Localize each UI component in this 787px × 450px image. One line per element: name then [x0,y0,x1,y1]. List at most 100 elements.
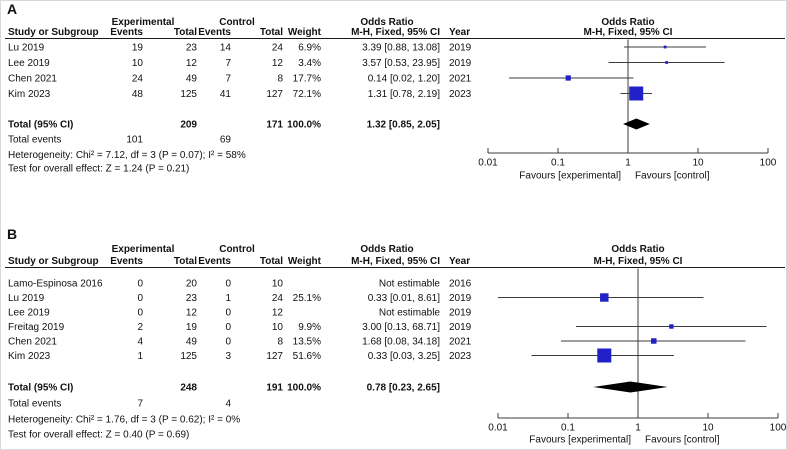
weight-value: 13.5% [293,337,321,348]
column-group-control: Control [219,17,255,28]
pooled-diamond [593,381,668,393]
year-value: 2021 [449,337,472,348]
total-events-exp: 7 [137,399,143,410]
axis-tick-label: 10 [692,158,704,169]
favours-left-label: Favours [experimental] [529,435,631,446]
total-events-label: Total events [8,135,61,146]
exp-events-value: 1 [137,351,143,362]
column-header-exp-total: Total [174,256,197,267]
ctrl-events-value: 7 [225,58,231,69]
exp-events-value: 48 [132,89,144,100]
column-header-ctrl-total: Total [260,256,283,267]
exp-events-value: 19 [132,43,144,54]
plot-header-odds-ratio: Odds Ratio [601,17,654,28]
ctrl-events-value: 3 [225,351,231,362]
study-name: Chen 2021 [8,337,57,348]
exp-events-value: 4 [137,337,143,348]
total-or-ci: 0.78 [0.23, 2.65] [367,383,440,394]
year-value: 2023 [449,351,472,362]
year-value: 2019 [449,322,472,333]
column-header-weight: Weight [288,27,322,38]
exp-events-value: 0 [137,293,143,304]
axis-tick-label: 100 [770,423,787,434]
ctrl-total-value: 10 [272,322,284,333]
exp-total-value: 23 [186,43,198,54]
exp-total-value: 20 [186,279,198,290]
exp-events-value: 0 [137,279,143,290]
ctrl-total-value: 24 [272,293,284,304]
exp-total-value: 49 [186,74,198,85]
effect-marker [565,75,571,81]
column-group-experimental: Experimental [112,244,175,255]
exp-events-value: 2 [137,322,143,333]
ctrl-events-value: 7 [225,74,231,85]
ctrl-total-value: 12 [272,58,284,69]
study-name: Lu 2019 [8,293,45,304]
column-header-ctrl-total: Total [260,27,283,38]
ctrl-total-value: 8 [277,74,283,85]
year-value: 2019 [449,308,472,319]
effect-marker [665,61,669,64]
exp-events-value: 10 [132,58,144,69]
study-name: Kim 2023 [8,89,51,100]
weight-value: 51.6% [293,351,321,362]
effect-marker [600,293,609,302]
total-exp-total: 248 [180,383,197,394]
exp-total-value: 23 [186,293,198,304]
ctrl-total-value: 127 [266,351,283,362]
total-ctrl-total: 191 [266,383,283,394]
ctrl-total-value: 24 [272,43,284,54]
total-events-ctrl: 69 [220,135,232,146]
or-ci-value: 0.33 [0.01, 8.61] [368,293,441,304]
total-row-label: Total (95% CI) [8,383,73,394]
favours-left-label: Favours [experimental] [519,171,621,182]
exp-total-value: 12 [186,58,198,69]
effect-marker [663,45,667,49]
column-group-odds-ratio: Odds Ratio [360,17,413,28]
or-ci-value: 0.33 [0.03, 3.25] [368,351,441,362]
exp-events-value: 24 [132,74,144,85]
or-ci-value: 1.68 [0.08, 34.18] [362,337,440,348]
heterogeneity-text: Heterogeneity: Chi² = 7.12, df = 3 (P = … [8,150,246,161]
column-header-exp-events: Events [110,27,143,38]
overall-effect-text: Test for overall effect: Z = 1.24 (P = 0… [8,164,189,175]
total-row-label: Total (95% CI) [8,120,73,131]
effect-marker [597,348,612,363]
or-ci-value: Not estimable [379,308,441,319]
column-group-control: Control [219,244,255,255]
effect-marker [629,86,644,101]
axis-tick-label: 0.1 [561,423,575,434]
favours-right-label: Favours [control] [645,435,720,446]
axis-tick-label: 0.01 [478,158,498,169]
or-ci-value: 3.00 [0.13, 68.71] [362,322,440,333]
total-or-ci: 1.32 [0.85, 2.05] [367,120,440,131]
favours-right-label: Favours [control] [635,171,710,182]
ctrl-events-value: 41 [220,89,232,100]
weight-value: 25.1% [293,293,321,304]
axis-tick-label: 10 [702,423,714,434]
column-header-study: Study or Subgroup [8,27,99,38]
forest-plot-panel-b: B Experimental Control Odds Ratio Odds Ratio… [5,226,787,446]
exp-total-value: 49 [186,337,198,348]
column-header-exp-events: Events [110,256,143,267]
study-name: Lu 2019 [8,43,45,54]
heterogeneity-text: Heterogeneity: Chi² = 1.76, df = 3 (P = … [8,415,240,426]
total-events-exp: 101 [126,135,143,146]
exp-total-value: 12 [186,308,198,319]
panel-label: A [7,1,17,17]
weight-value: 72.1% [293,89,321,100]
year-value: 2019 [449,293,472,304]
total-weight: 100.0% [287,383,321,394]
or-ci-value: Not estimable [379,279,441,290]
ctrl-events-value: 0 [225,322,231,333]
total-exp-total: 209 [180,120,197,131]
exp-total-value: 125 [180,351,197,362]
ctrl-events-value: 0 [225,308,231,319]
ctrl-total-value: 8 [277,337,283,348]
year-value: 2019 [449,43,472,54]
plot-header-odds-ratio: Odds Ratio [611,244,664,255]
weight-value: 3.4% [298,58,321,69]
effect-marker [651,338,657,344]
or-ci-value: 1.31 [0.78, 2.19] [368,89,441,100]
